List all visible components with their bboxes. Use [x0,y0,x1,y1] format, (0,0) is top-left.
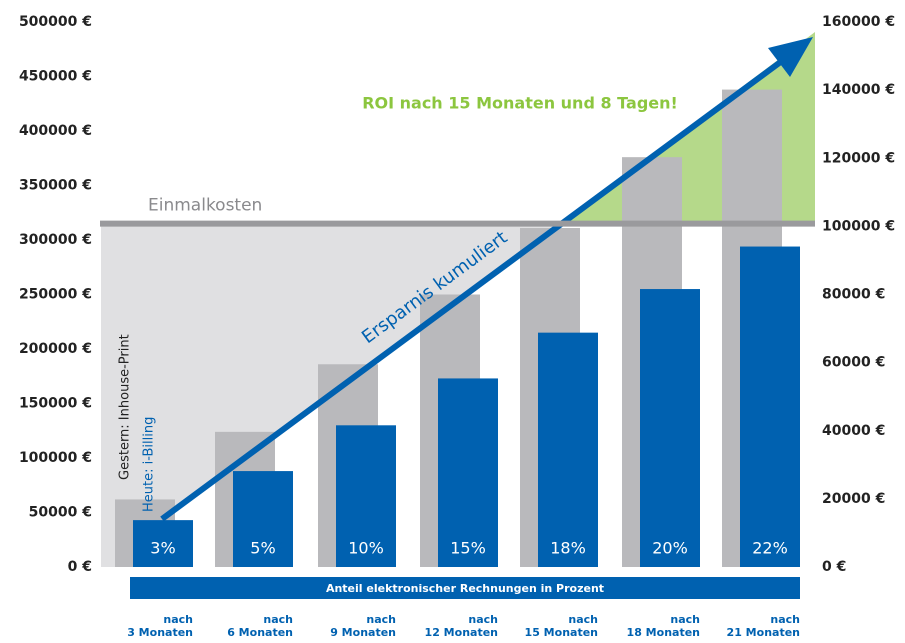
bar [233,471,293,567]
bar [133,520,193,567]
y2-tick-label: 60000 € [822,355,885,371]
x-tick-label: nach [468,613,498,626]
bar [538,332,598,567]
x-tick-label: 6 Monaten [227,626,293,639]
arrow-line [160,52,792,522]
y2-tick-label: 80000 € [822,287,885,303]
x-tick-label: nach [770,613,800,626]
bar-label: 18% [550,539,586,558]
bar-label: 15% [450,539,486,558]
x-tick-label: nach [163,613,193,626]
y-tick-label: 250000 € [19,287,92,303]
y2-tick-label: 20000 € [822,491,885,507]
y-tick-label: 0 € [68,559,92,575]
x-tick-label: 21 Monaten [727,626,800,639]
legend-gestern: Gestern: Inhouse-Print [118,334,133,480]
bar-label: 5% [250,539,275,558]
bar [640,289,700,567]
y-tick-label: 150000 € [19,396,92,412]
y2-tick-label: 40000 € [822,423,885,439]
x-tick-label: nach [670,613,700,626]
y-tick-label: 500000 € [19,14,92,30]
y-tick-label: 400000 € [19,123,92,139]
x-tick-label: nach [366,613,396,626]
x-tick-label: nach [568,613,598,626]
x-axis-label: Anteil elektronischer Rechnungen in Proz… [326,582,604,595]
bar-label: 22% [752,539,788,558]
y-tick-label: 50000 € [29,505,92,521]
y-tick-label: 200000 € [19,341,92,357]
arrow-head [768,37,813,77]
x-tick-label: 9 Monaten [330,626,396,639]
y-tick-label: 350000 € [19,178,92,194]
y2-tick-label: 120000 € [822,150,895,166]
y-tick-label: 300000 € [19,232,92,248]
y2-tick-label: 140000 € [822,82,895,98]
bar [336,425,396,567]
threshold-label: Einmalkosten [148,196,262,216]
bar-label: 3% [150,539,175,558]
x-tick-label: 12 Monaten [425,626,498,639]
y-tick-label: 450000 € [19,69,92,85]
y2-tick-label: 160000 € [822,14,895,30]
legend-heute: Heute: i-Billing [142,417,157,512]
bar [438,378,498,567]
bar-label: 20% [652,539,688,558]
bar [740,246,800,568]
bar-label: 10% [348,539,384,558]
y2-tick-label: 0 € [822,559,846,575]
y-tick-label: 100000 € [19,450,92,466]
x-band [130,577,800,599]
x-tick-label: 3 Monaten [127,626,193,639]
y2-tick-label: 100000 € [822,218,895,234]
x-tick-label: 18 Monaten [627,626,700,639]
x-tick-label: nach [263,613,293,626]
roi-annotation: ROI nach 15 Monaten und 8 Tagen! [362,94,678,113]
x-tick-label: 15 Monaten [525,626,598,639]
